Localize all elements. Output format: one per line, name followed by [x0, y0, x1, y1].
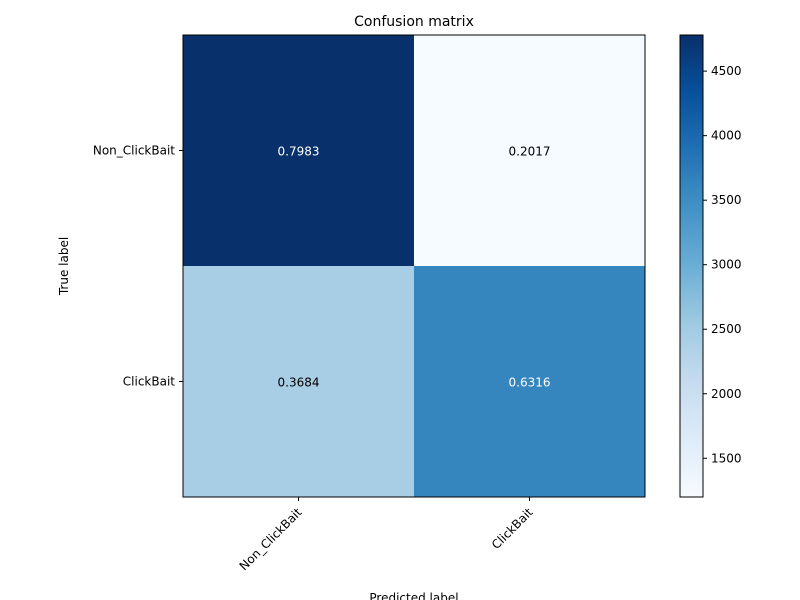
colorbar: [679, 34, 704, 498]
y-tick-label: ClickBait: [123, 375, 176, 389]
chart-title: Confusion matrix: [354, 14, 474, 30]
cell-value-label-0-1: 0.2017: [509, 145, 551, 159]
heatmap-cell-0-0: [183, 35, 414, 266]
x-tick-label: Non_ClickBait: [237, 505, 305, 573]
colorbar-tick-label: 2500: [711, 322, 742, 336]
colorbar-tick-label: 1500: [711, 451, 742, 465]
x-axis-label: Predicted label: [369, 591, 458, 600]
y-tick-label: Non_ClickBait: [93, 144, 175, 158]
colorbar-tick-label: 4500: [711, 64, 742, 78]
colorbar-tick-label: 3000: [711, 258, 742, 272]
heatmap-cell-1-0: [183, 266, 414, 497]
x-ticks: Non_ClickBait ClickBait: [237, 497, 536, 573]
x-tick-label: ClickBait: [489, 505, 536, 552]
heatmap-cell-0-1: [414, 35, 645, 266]
cell-value-label-0-0: 0.7983: [278, 145, 320, 159]
cell-value-label-1-1: 0.6316: [509, 376, 551, 390]
y-axis-label: True label: [57, 237, 71, 296]
heatmap-cell-1-1: [414, 266, 645, 497]
cell-value-label-1-0: 0.3684: [278, 376, 320, 390]
colorbar-tick-label: 3500: [711, 193, 742, 207]
y-ticks: Non_ClickBait ClickBait: [93, 144, 183, 389]
cells-layer: 0.7983 0.2017 0.3684 0.6316: [183, 35, 645, 497]
colorbar-ticks: 1500 2000 2500 3000 3500 4000 4500: [703, 64, 742, 465]
plot-frame: [182, 34, 646, 498]
colorbar-tick-label: 4000: [711, 129, 742, 143]
colorbar-tick-label: 2000: [711, 387, 742, 401]
